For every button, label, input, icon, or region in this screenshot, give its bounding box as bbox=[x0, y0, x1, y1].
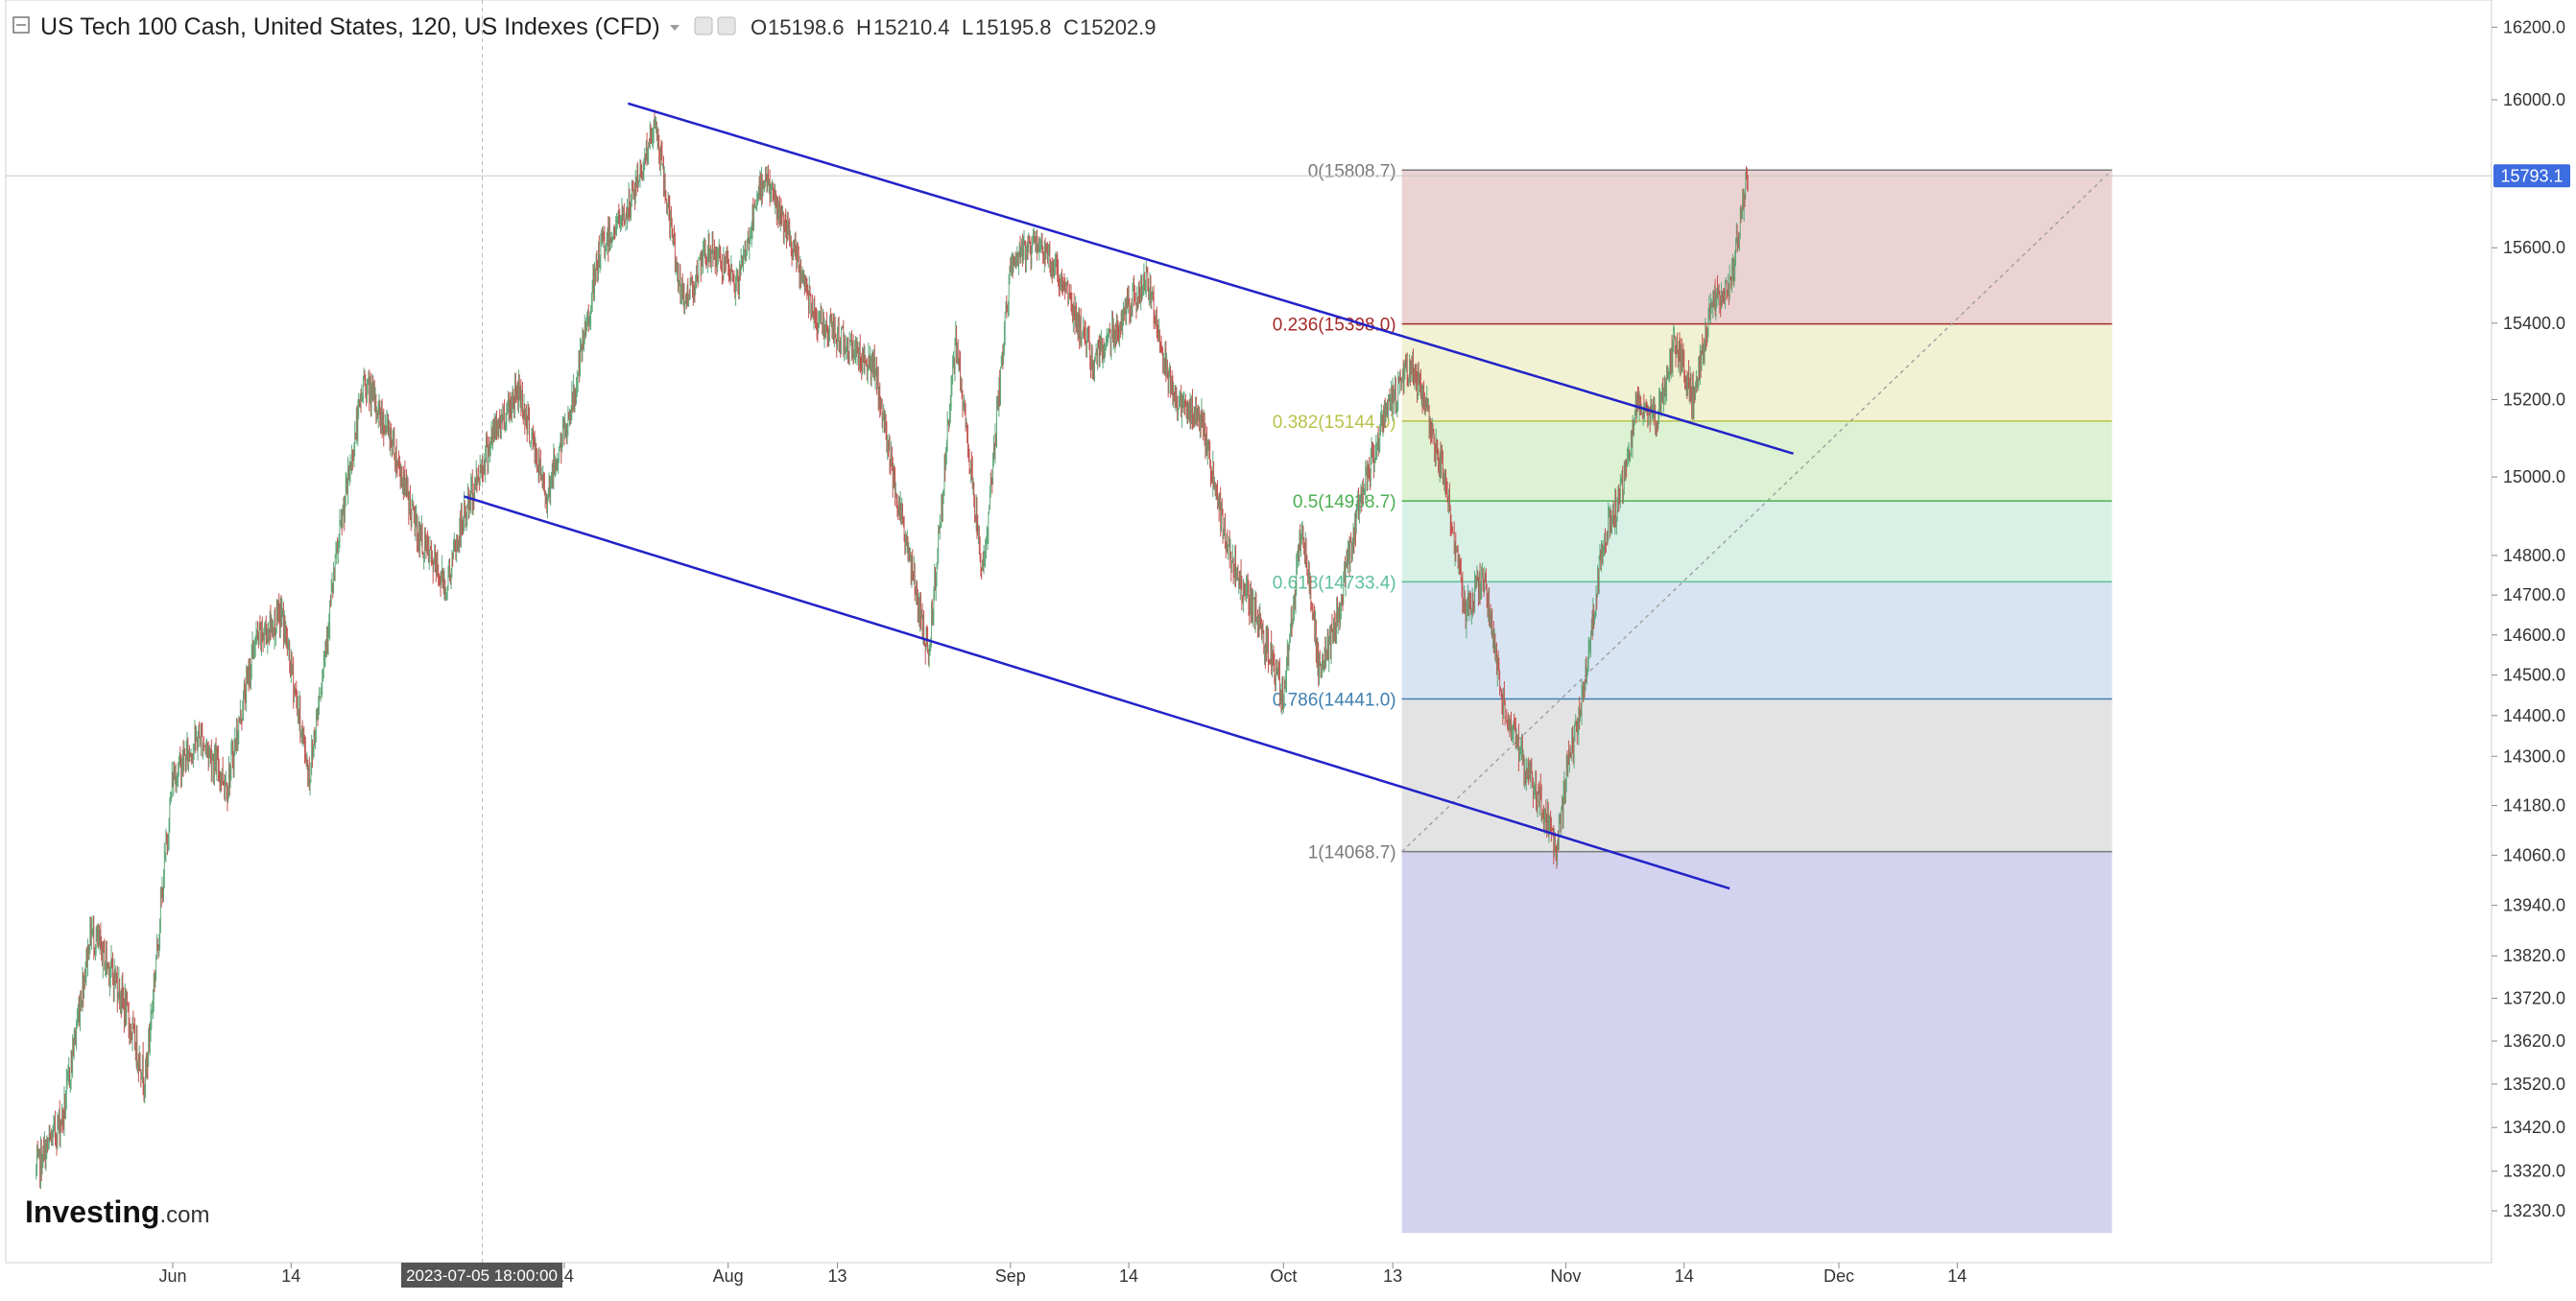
x-tick-label: Dec bbox=[1824, 1266, 1854, 1286]
time-axis[interactable]: Jun 14 14 Aug 13 Sep 14 Oct 13 Nov 14 Dec 14 bbox=[158, 1263, 1967, 1286]
y-tick-label: 13230.0 bbox=[2503, 1201, 2565, 1220]
fib-level-label: 0.618(14733.4) bbox=[1273, 573, 1396, 593]
investing-logo: Investing.com bbox=[25, 1195, 209, 1229]
y-tick-label: 14060.0 bbox=[2503, 845, 2565, 864]
candlesticks bbox=[36, 109, 1749, 1190]
x-tick-label: 14 bbox=[1675, 1266, 1694, 1286]
ohlc-open-value: 15198.6 bbox=[768, 15, 845, 39]
crosshair-time-label-background bbox=[401, 1263, 562, 1288]
y-tick-label: 14180.0 bbox=[2503, 796, 2565, 816]
lower-channel-line[interactable] bbox=[464, 495, 1730, 890]
y-tick-label: 14800.0 bbox=[2503, 546, 2565, 565]
fib-level-label: 0.382(15144.0) bbox=[1273, 413, 1396, 433]
x-tick-label: 14 bbox=[1947, 1266, 1967, 1286]
fib-trend-diagonal bbox=[1401, 169, 2113, 853]
x-tick-label: Sep bbox=[995, 1266, 1026, 1286]
settings-icon[interactable] bbox=[694, 16, 713, 35]
investing-logo-text: Investing bbox=[25, 1195, 159, 1229]
y-tick-label: 14500.0 bbox=[2503, 666, 2565, 685]
y-tick-label: 14300.0 bbox=[2503, 746, 2565, 766]
chart-header: US Tech 100 Cash, United States, 120, US… bbox=[12, 13, 1157, 40]
x-tick-label: 13 bbox=[1383, 1266, 1402, 1286]
current-price-tag: 15793.1 bbox=[2493, 164, 2570, 188]
y-tick-label: 14400.0 bbox=[2503, 706, 2565, 725]
y-tick-label: 14700.0 bbox=[2503, 585, 2565, 604]
y-tick-label: 13620.0 bbox=[2503, 1031, 2565, 1051]
ohlc-close-label: C bbox=[1063, 15, 1079, 39]
crosshair bbox=[6, 0, 2492, 1263]
ohlc-low-value: 15195.8 bbox=[975, 15, 1052, 39]
crosshair-time-label-text: 2023-07-05 18:00:00 bbox=[406, 1266, 558, 1285]
x-tick-label: Nov bbox=[1550, 1266, 1581, 1286]
x-tick-label: 14 bbox=[281, 1266, 300, 1286]
fib-zone-0-382 bbox=[1401, 420, 2112, 502]
y-tick-label: 13940.0 bbox=[2503, 896, 2565, 915]
ohlc-readout: O 15198.6 H 15210.4 L 15195.8 C 15202.9 bbox=[751, 15, 1157, 39]
fib-level-label: 1(14068.7) bbox=[1308, 843, 1396, 863]
y-tick-label: 13720.0 bbox=[2503, 988, 2565, 1007]
trendlines[interactable] bbox=[464, 102, 1794, 890]
fib-level-label: 0(15808.7) bbox=[1308, 161, 1396, 181]
y-tick-label: 15600.0 bbox=[2503, 238, 2565, 257]
current-price-tag-background bbox=[2493, 164, 2570, 188]
price-axis[interactable]: 16200.0 16000.0 15600.0 15400.0 15200.0 15000… bbox=[2492, 17, 2565, 1220]
crosshair-time-label: 2023-07-05 18:00:00 bbox=[401, 1263, 562, 1288]
current-price-tag-value: 15793.1 bbox=[2500, 166, 2563, 185]
x-tick-label: 14 bbox=[1119, 1266, 1138, 1286]
x-tick-label: Oct bbox=[1270, 1266, 1297, 1286]
ohlc-high-value: 15210.4 bbox=[873, 15, 950, 39]
y-tick-label: 16000.0 bbox=[2503, 90, 2565, 109]
x-tick-label: Jun bbox=[158, 1266, 186, 1286]
fib-extension-zone bbox=[1401, 851, 2112, 1234]
symbol-title: US Tech 100 Cash, United States, 120, US… bbox=[40, 13, 660, 40]
close-series-icon[interactable] bbox=[717, 16, 736, 35]
y-tick-label: 16200.0 bbox=[2503, 17, 2565, 36]
fib-level-label: 0.786(14441.0) bbox=[1273, 690, 1396, 710]
upper-channel-line[interactable] bbox=[627, 102, 1794, 456]
y-tick-label: 14600.0 bbox=[2503, 626, 2565, 645]
fib-zone-0-5 bbox=[1401, 501, 2112, 582]
y-tick-label: 13820.0 bbox=[2503, 946, 2565, 965]
fib-zone-0-236 bbox=[1401, 323, 2112, 421]
ohlc-high-label: H bbox=[856, 15, 871, 39]
x-tick-label: 13 bbox=[827, 1266, 847, 1286]
y-tick-label: 15400.0 bbox=[2503, 314, 2565, 333]
fib-level-label: 0.236(15398.0) bbox=[1273, 316, 1396, 336]
y-tick-label: 13420.0 bbox=[2503, 1118, 2565, 1137]
collapse-toggle-icon[interactable] bbox=[12, 16, 30, 34]
y-tick-label: 13520.0 bbox=[2503, 1075, 2565, 1094]
fib-zone-0 bbox=[1401, 170, 2112, 324]
ohlc-close-value: 15202.9 bbox=[1080, 15, 1157, 39]
ohlc-open-label: O bbox=[751, 15, 767, 39]
y-tick-label: 15000.0 bbox=[2503, 467, 2565, 486]
y-tick-label: 15200.0 bbox=[2503, 390, 2565, 409]
fib-level-label: 0.5(14938.7) bbox=[1293, 492, 1396, 512]
investing-logo-suffix: .com bbox=[159, 1202, 209, 1228]
symbol-dropdown-icon[interactable] bbox=[670, 25, 680, 31]
x-tick-label: Aug bbox=[713, 1266, 744, 1286]
ohlc-low-label: L bbox=[962, 15, 973, 39]
fib-zone-0-786 bbox=[1401, 698, 2112, 852]
y-tick-label: 13320.0 bbox=[2503, 1162, 2565, 1181]
fib-zone-0-618 bbox=[1401, 581, 2112, 699]
fibonacci-retracement[interactable]: 0(15808.7) 0.236(15398.0) 0.382(15144.0) 0.… bbox=[1273, 161, 2113, 1234]
svg-text:Investing.com: Investing.com bbox=[25, 1195, 209, 1229]
